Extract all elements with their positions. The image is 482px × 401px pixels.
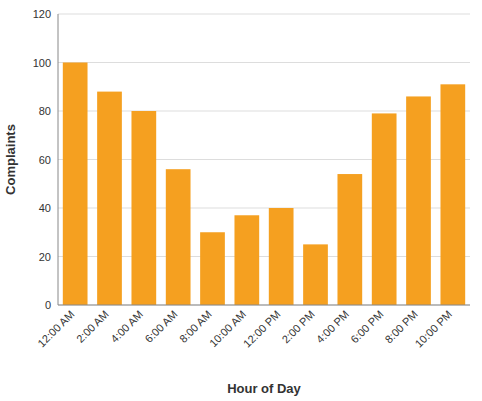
grid-line [58, 62, 470, 63]
x-tick-label: 12:00 PM [241, 308, 283, 350]
grid-line [58, 305, 470, 306]
bar [200, 232, 225, 305]
x-tick-label: 2:00 PM [279, 308, 316, 345]
bar [406, 96, 431, 305]
bar [131, 111, 156, 305]
x-tick-label: 2:00 AM [74, 308, 111, 345]
y-tick-label: 120 [33, 8, 51, 20]
x-axis: 12:00 AM2:00 AM4:00 AM6:00 AM8:00 AM10:0… [35, 308, 454, 350]
bar [372, 113, 397, 305]
y-tick-label: 100 [33, 57, 51, 69]
x-tick-label: 12:00 AM [35, 308, 76, 349]
y-tick-label: 0 [45, 299, 51, 311]
y-tick-label: 60 [39, 154, 51, 166]
x-tick-label: 6:00 AM [143, 308, 180, 345]
bar [303, 244, 328, 305]
y-axis: 0 20 40 60 80 100 120 [33, 8, 51, 311]
bar [63, 63, 88, 306]
y-tick-label: 80 [39, 105, 51, 117]
bar [337, 174, 362, 305]
chart-svg: 02040608010012012:00 AM2:00 AM4:00 AM6:0… [0, 0, 482, 401]
y-axis-line [58, 14, 59, 305]
y-tick-label: 20 [39, 251, 51, 263]
y-axis-label: Complaints [3, 124, 18, 195]
grid-line [58, 14, 470, 15]
x-tick-label: 4:00 AM [108, 308, 145, 345]
bar [440, 84, 465, 305]
chart-container: 02040608010012012:00 AM2:00 AM4:00 AM6:0… [0, 0, 482, 401]
bar [269, 208, 294, 305]
x-axis-line [58, 305, 470, 306]
x-tick-label: 10:00 PM [412, 308, 454, 350]
bar [166, 169, 191, 305]
x-tick-label: 6:00 PM [348, 308, 385, 345]
x-axis-label: Hour of Day [227, 381, 301, 396]
bar [234, 215, 259, 305]
x-tick-label: 4:00 PM [314, 308, 351, 345]
bars [63, 63, 465, 306]
bar [97, 92, 122, 305]
y-tick-label: 40 [39, 202, 51, 214]
y-grid [58, 14, 470, 305]
